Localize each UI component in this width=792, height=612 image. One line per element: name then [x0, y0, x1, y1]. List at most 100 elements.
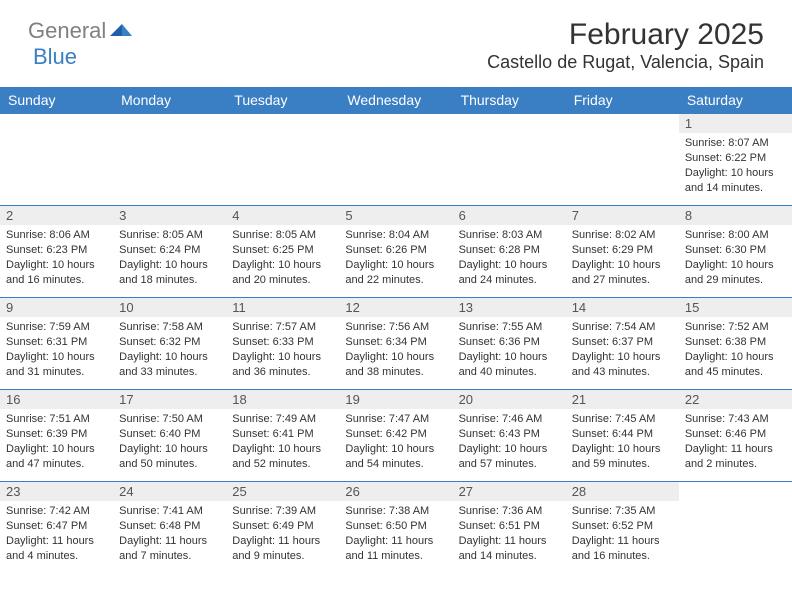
day-details: Sunrise: 7:58 AMSunset: 6:32 PMDaylight:… [113, 317, 226, 383]
daylight-line: Daylight: 11 hours and 4 minutes. [6, 534, 107, 564]
day-details: Sunrise: 8:00 AMSunset: 6:30 PMDaylight:… [679, 225, 792, 291]
calendar-day-cell: 1Sunrise: 8:07 AMSunset: 6:22 PMDaylight… [679, 114, 792, 206]
calendar-day-cell: 12Sunrise: 7:56 AMSunset: 6:34 PMDayligh… [339, 298, 452, 390]
day-number: 2 [0, 206, 113, 225]
day-number: 10 [113, 298, 226, 317]
day-details: Sunrise: 7:57 AMSunset: 6:33 PMDaylight:… [226, 317, 339, 383]
day-details: Sunrise: 7:39 AMSunset: 6:49 PMDaylight:… [226, 501, 339, 567]
day-details: Sunrise: 7:59 AMSunset: 6:31 PMDaylight:… [0, 317, 113, 383]
sunset-line: Sunset: 6:40 PM [119, 427, 220, 442]
title-block: February 2025 Castello de Rugat, Valenci… [487, 18, 764, 73]
sunrise-line: Sunrise: 8:03 AM [459, 228, 560, 243]
calendar-empty-cell [679, 482, 792, 574]
daylight-line: Daylight: 10 hours and 43 minutes. [572, 350, 673, 380]
brand-logo: General [28, 18, 134, 44]
calendar-empty-cell [566, 114, 679, 206]
day-number: 27 [453, 482, 566, 501]
brand-text-general: General [28, 18, 106, 44]
sunset-line: Sunset: 6:32 PM [119, 335, 220, 350]
location-subtitle: Castello de Rugat, Valencia, Spain [487, 52, 764, 73]
sunrise-line: Sunrise: 7:49 AM [232, 412, 333, 427]
day-details: Sunrise: 7:50 AMSunset: 6:40 PMDaylight:… [113, 409, 226, 475]
sunset-line: Sunset: 6:49 PM [232, 519, 333, 534]
sunset-line: Sunset: 6:31 PM [6, 335, 107, 350]
brand-text-blue-wrap: Blue [33, 44, 77, 70]
sunrise-line: Sunrise: 7:59 AM [6, 320, 107, 335]
day-details: Sunrise: 8:02 AMSunset: 6:29 PMDaylight:… [566, 225, 679, 291]
sunset-line: Sunset: 6:28 PM [459, 243, 560, 258]
sunrise-line: Sunrise: 7:52 AM [685, 320, 786, 335]
day-number: 26 [339, 482, 452, 501]
sunset-line: Sunset: 6:34 PM [345, 335, 446, 350]
calendar-day-cell: 27Sunrise: 7:36 AMSunset: 6:51 PMDayligh… [453, 482, 566, 574]
sunset-line: Sunset: 6:39 PM [6, 427, 107, 442]
day-number: 15 [679, 298, 792, 317]
sunset-line: Sunset: 6:23 PM [6, 243, 107, 258]
calendar-day-cell: 10Sunrise: 7:58 AMSunset: 6:32 PMDayligh… [113, 298, 226, 390]
weekday-header: Wednesday [339, 87, 452, 114]
sunrise-line: Sunrise: 7:45 AM [572, 412, 673, 427]
weekday-header: Friday [566, 87, 679, 114]
calendar-day-cell: 23Sunrise: 7:42 AMSunset: 6:47 PMDayligh… [0, 482, 113, 574]
calendar-day-cell: 28Sunrise: 7:35 AMSunset: 6:52 PMDayligh… [566, 482, 679, 574]
weekday-header: Sunday [0, 87, 113, 114]
day-details: Sunrise: 8:06 AMSunset: 6:23 PMDaylight:… [0, 225, 113, 291]
calendar-day-cell: 11Sunrise: 7:57 AMSunset: 6:33 PMDayligh… [226, 298, 339, 390]
month-title: February 2025 [487, 18, 764, 52]
day-details: Sunrise: 7:47 AMSunset: 6:42 PMDaylight:… [339, 409, 452, 475]
calendar-day-cell: 20Sunrise: 7:46 AMSunset: 6:43 PMDayligh… [453, 390, 566, 482]
calendar-day-cell: 2Sunrise: 8:06 AMSunset: 6:23 PMDaylight… [0, 206, 113, 298]
daylight-line: Daylight: 10 hours and 45 minutes. [685, 350, 786, 380]
sunrise-line: Sunrise: 8:04 AM [345, 228, 446, 243]
daylight-line: Daylight: 10 hours and 18 minutes. [119, 258, 220, 288]
sunrise-line: Sunrise: 7:54 AM [572, 320, 673, 335]
daylight-line: Daylight: 10 hours and 33 minutes. [119, 350, 220, 380]
sunset-line: Sunset: 6:52 PM [572, 519, 673, 534]
daylight-line: Daylight: 10 hours and 36 minutes. [232, 350, 333, 380]
daylight-line: Daylight: 10 hours and 31 minutes. [6, 350, 107, 380]
daylight-line: Daylight: 11 hours and 2 minutes. [685, 442, 786, 472]
sunrise-line: Sunrise: 8:02 AM [572, 228, 673, 243]
daylight-line: Daylight: 10 hours and 20 minutes. [232, 258, 333, 288]
sunrise-line: Sunrise: 7:50 AM [119, 412, 220, 427]
logo-triangle-icon [110, 20, 132, 41]
calendar-header-row: SundayMondayTuesdayWednesdayThursdayFrid… [0, 87, 792, 114]
day-details: Sunrise: 8:07 AMSunset: 6:22 PMDaylight:… [679, 133, 792, 199]
sunrise-line: Sunrise: 7:46 AM [459, 412, 560, 427]
calendar-day-cell: 16Sunrise: 7:51 AMSunset: 6:39 PMDayligh… [0, 390, 113, 482]
daylight-line: Daylight: 10 hours and 27 minutes. [572, 258, 673, 288]
day-number: 21 [566, 390, 679, 409]
day-details: Sunrise: 8:05 AMSunset: 6:24 PMDaylight:… [113, 225, 226, 291]
weekday-header: Tuesday [226, 87, 339, 114]
sunrise-line: Sunrise: 7:47 AM [345, 412, 446, 427]
daylight-line: Daylight: 10 hours and 50 minutes. [119, 442, 220, 472]
sunrise-line: Sunrise: 7:57 AM [232, 320, 333, 335]
daylight-line: Daylight: 10 hours and 24 minutes. [459, 258, 560, 288]
calendar-week-row: 9Sunrise: 7:59 AMSunset: 6:31 PMDaylight… [0, 298, 792, 390]
sunrise-line: Sunrise: 7:42 AM [6, 504, 107, 519]
day-number: 19 [339, 390, 452, 409]
day-details: Sunrise: 7:36 AMSunset: 6:51 PMDaylight:… [453, 501, 566, 567]
sunset-line: Sunset: 6:44 PM [572, 427, 673, 442]
day-number: 3 [113, 206, 226, 225]
sunrise-line: Sunrise: 7:43 AM [685, 412, 786, 427]
daylight-line: Daylight: 10 hours and 52 minutes. [232, 442, 333, 472]
day-number: 7 [566, 206, 679, 225]
sunset-line: Sunset: 6:37 PM [572, 335, 673, 350]
calendar-day-cell: 4Sunrise: 8:05 AMSunset: 6:25 PMDaylight… [226, 206, 339, 298]
day-details: Sunrise: 7:38 AMSunset: 6:50 PMDaylight:… [339, 501, 452, 567]
sunset-line: Sunset: 6:48 PM [119, 519, 220, 534]
calendar-day-cell: 13Sunrise: 7:55 AMSunset: 6:36 PMDayligh… [453, 298, 566, 390]
sunset-line: Sunset: 6:50 PM [345, 519, 446, 534]
day-details: Sunrise: 7:54 AMSunset: 6:37 PMDaylight:… [566, 317, 679, 383]
calendar-day-cell: 24Sunrise: 7:41 AMSunset: 6:48 PMDayligh… [113, 482, 226, 574]
day-number: 23 [0, 482, 113, 501]
sunset-line: Sunset: 6:42 PM [345, 427, 446, 442]
daylight-line: Daylight: 10 hours and 14 minutes. [685, 166, 786, 196]
daylight-line: Daylight: 11 hours and 11 minutes. [345, 534, 446, 564]
day-number: 6 [453, 206, 566, 225]
calendar-day-cell: 26Sunrise: 7:38 AMSunset: 6:50 PMDayligh… [339, 482, 452, 574]
day-number: 14 [566, 298, 679, 317]
day-number: 1 [679, 114, 792, 133]
day-details: Sunrise: 7:52 AMSunset: 6:38 PMDaylight:… [679, 317, 792, 383]
